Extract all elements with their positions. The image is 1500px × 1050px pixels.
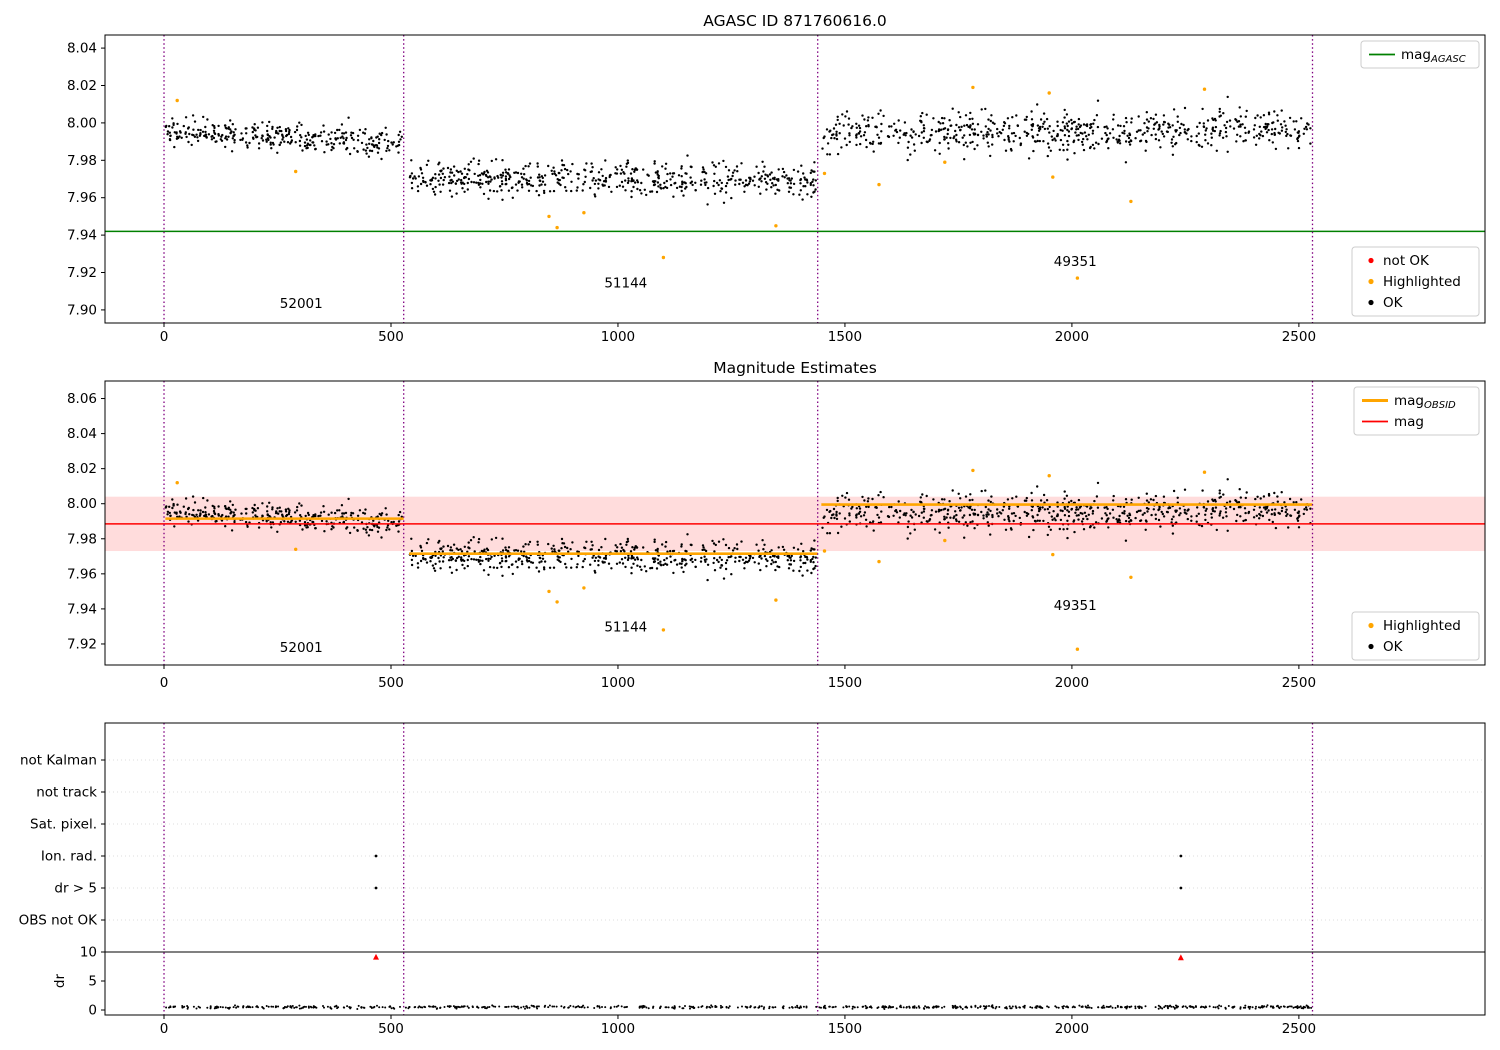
plot-estimates: 52001 51144 49351 0 500 1000 1500 2000 2500 7.92 7…: [67, 380, 1486, 691]
flag-category-label: not Kalman: [20, 753, 97, 769]
y-tick-label: 7.96: [67, 190, 97, 206]
axes-frame: [104, 380, 1486, 666]
flag-category-label: dr > 5: [54, 881, 97, 897]
flag-category-label: OBS not OK: [19, 913, 99, 929]
highlighted-points: [175, 85, 1207, 280]
x-tick-label: 2500: [1282, 675, 1316, 691]
legend-box: [1351, 611, 1480, 661]
dr-tick-label: 10: [80, 945, 97, 961]
plot-title-estimates: Magnitude Estimates: [713, 359, 877, 377]
legend-label: mag: [1394, 414, 1424, 430]
flag-category-label: not track: [36, 785, 97, 801]
y-tick-label: 7.90: [67, 302, 97, 318]
plot-agasc: 52001 51144 49351 0 500 1000 1500 2000 2500 7.90 7…: [67, 34, 1486, 345]
x-tick-label: 0: [160, 1021, 169, 1037]
legend-box: [1360, 40, 1480, 69]
axes-frame: [104, 722, 1486, 1016]
obsid-label: 51144: [604, 275, 647, 291]
x-tick-label: 2500: [1282, 1021, 1316, 1037]
legend-marker-sample: [1368, 257, 1374, 264]
flag-category-label: Ion. rad.: [41, 849, 97, 865]
flag-points: [374, 854, 1183, 890]
y-tick-label: 8.06: [67, 391, 97, 407]
y-tick-label: 8.04: [67, 41, 97, 57]
y-tick-label: 8.04: [67, 426, 97, 442]
y-tick-label: 7.96: [67, 566, 97, 582]
plot-flags: not Kalman not track Sat. pixel. Ion. rad. d…: [19, 722, 1486, 1037]
y-tick-label: 7.98: [67, 153, 97, 169]
y-tick-label: 8.00: [67, 115, 97, 131]
legend-marker-sample: [1368, 299, 1374, 306]
x-tick-label: 1500: [828, 329, 862, 345]
legend-label: not OK: [1383, 253, 1430, 269]
y-tick-label: 7.92: [67, 636, 97, 652]
x-tick-label: 500: [378, 1021, 404, 1037]
y-tick-label: 7.92: [67, 265, 97, 281]
dr-points: [165, 1004, 1313, 1010]
x-tick-label: 1500: [828, 1021, 862, 1037]
y-tick-label: 7.94: [67, 601, 97, 617]
legend-label: Highlighted: [1383, 274, 1461, 290]
x-tick-label: 2000: [1055, 675, 1089, 691]
dr-axis-label: dr: [52, 973, 68, 988]
dr-tick-label: 5: [88, 974, 97, 990]
obsid-label: 52001: [280, 640, 323, 656]
flag-category-label: Sat. pixel.: [30, 817, 97, 833]
x-tick-label: 1500: [828, 675, 862, 691]
x-tick-label: 2000: [1055, 329, 1089, 345]
x-tick-label: 1000: [601, 1021, 635, 1037]
axes-frame: [104, 34, 1486, 324]
legend-label: OK: [1383, 295, 1404, 311]
legend-marker-sample: [1368, 622, 1374, 629]
x-tick-label: 0: [160, 675, 169, 691]
y-tick-label: 8.02: [67, 461, 97, 477]
x-tick-label: 1000: [601, 675, 635, 691]
x-tick-label: 2000: [1055, 1021, 1089, 1037]
obsid-label: 51144: [604, 620, 647, 636]
legend-marker-sample: [1368, 278, 1374, 285]
dr-outlier-points: [373, 953, 1184, 961]
x-tick-label: 2500: [1282, 329, 1316, 345]
obsid-label: 49351: [1054, 254, 1097, 270]
x-tick-label: 500: [378, 329, 404, 345]
x-tick-label: 0: [160, 329, 169, 345]
obsid-label: 52001: [280, 296, 323, 312]
legend-marker-sample: [1368, 643, 1374, 650]
legend-box: [1351, 246, 1480, 317]
dr-tick-label: 0: [88, 1003, 97, 1019]
x-tick-label: 1000: [601, 329, 635, 345]
obsid-label: 49351: [1054, 598, 1097, 614]
highlighted-points: [175, 468, 1207, 651]
y-tick-label: 8.02: [67, 78, 97, 94]
plot-title-agasc: AGASC ID 871760616.0: [703, 12, 887, 30]
y-tick-label: 7.94: [67, 228, 97, 244]
legend-label: Highlighted: [1383, 618, 1461, 634]
legend-label: OK: [1383, 639, 1404, 655]
x-tick-label: 500: [378, 675, 404, 691]
ok-points: [164, 95, 1312, 206]
y-tick-label: 7.98: [67, 531, 97, 547]
y-tick-label: 8.00: [67, 496, 97, 512]
